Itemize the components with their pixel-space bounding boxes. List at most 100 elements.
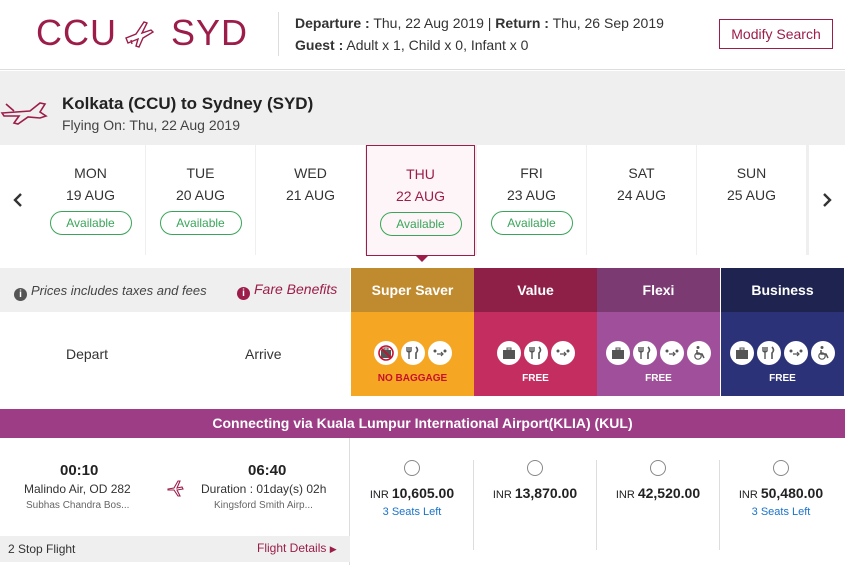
next-dates-button[interactable] (809, 145, 845, 255)
wheelchair-icon (811, 341, 835, 365)
guest-label: Guest : (295, 37, 344, 53)
fare-column-flexi: Flexi FREE (597, 268, 720, 396)
currency: INR (738, 489, 758, 501)
day-date: 20 AUG (175, 187, 226, 203)
fare-radio[interactable] (404, 460, 420, 476)
fare-price: INR 10,605.00 (358, 485, 466, 501)
return-label: Return : (495, 15, 549, 31)
fare-benefits-panel: FREE (721, 312, 844, 396)
return-value: Thu, 26 Sep 2019 (552, 15, 664, 31)
fare-radio[interactable] (773, 460, 789, 476)
day-name: FRI (520, 165, 543, 181)
fare-price: INR 42,520.00 (604, 485, 712, 501)
price-divider (596, 460, 597, 550)
fare-price: INR 13,870.00 (481, 485, 589, 501)
fare-price-option[interactable]: INR 10,605.00 3 Seats Left (358, 460, 466, 550)
fare-price-option[interactable]: INR 13,870.00 (481, 460, 589, 550)
stop-count: 2 Stop Flight (8, 542, 76, 556)
date-selector: MON 19 AUG Available TUE 20 AUG Available WED 2… (0, 145, 845, 256)
baggage-tag: FREE (522, 373, 549, 384)
seat-select-icon (427, 341, 452, 365)
fare-name: Value (474, 268, 597, 312)
selected-date-pointer (415, 255, 429, 262)
depart-time: 00:10 (60, 462, 99, 479)
seat-select-icon (784, 341, 808, 365)
meal-icon (633, 341, 657, 365)
arrive-airport: Kingsford Smith Airp... (214, 500, 313, 511)
date-separator: | (487, 15, 492, 31)
day-name: THU (406, 166, 435, 182)
fare-name: Business (721, 268, 844, 312)
baggage-icon (606, 341, 630, 365)
fare-price: INR 50,480.00 (727, 485, 835, 501)
price-amount: 50,480.00 (760, 485, 824, 501)
baggage-icon (496, 341, 521, 365)
meal-icon (400, 341, 425, 365)
currency: INR (615, 489, 635, 501)
airline-flight-no: Malindo Air, OD 282 (24, 482, 131, 496)
wheelchair-icon (687, 341, 711, 365)
fare-benefits-panel: FREE (597, 312, 720, 396)
baggage-tag: NO BAGGAGE (377, 373, 448, 384)
availability-badge: Available (159, 211, 242, 235)
arrive-time: 06:40 (248, 462, 287, 479)
availability-badge: Available (379, 212, 462, 236)
depart-column-label: Depart (66, 346, 109, 362)
fare-name: Flexi (597, 268, 720, 312)
fare-icons (721, 312, 844, 365)
baggage-tag: FREE (645, 373, 672, 384)
day-name: MON (74, 165, 107, 181)
day-date: 23 AUG (506, 187, 557, 203)
departure-label: Departure : (295, 15, 370, 31)
date-cell[interactable]: SUN 25 AUG (697, 145, 806, 255)
fare-benefits-panel: FREE (474, 312, 597, 396)
fare-radio[interactable] (650, 460, 666, 476)
stop-bar: 2 Stop Flight Flight Details ▶ (0, 536, 350, 562)
seat-select-icon (550, 341, 575, 365)
plane-icon (167, 480, 184, 497)
modify-search-button[interactable]: Modify Search (719, 19, 833, 49)
arrive-column-label: Arrive (245, 346, 282, 362)
availability-badge: Available (49, 211, 132, 235)
day-name: SAT (628, 165, 655, 181)
guest-summary: Guest : Adult x 1, Child x 0, Infant x 0 (295, 37, 528, 53)
meal-icon (757, 341, 781, 365)
price-amount: 42,520.00 (637, 485, 701, 501)
fare-name: Super Saver (351, 268, 474, 312)
guest-value: Adult x 1, Child x 0, Infant x 0 (346, 37, 529, 53)
chevron-right-icon (823, 193, 832, 207)
fare-column-super-saver: Super Saver NO BAGGAGE (351, 268, 474, 396)
date-cell[interactable]: MON 19 AUG Available (36, 145, 145, 255)
route-plane-icon (0, 102, 48, 125)
prev-dates-button[interactable] (0, 145, 36, 255)
route-title: Kolkata (CCU) to Sydney (SYD) (62, 94, 314, 113)
date-cell[interactable]: SAT 24 AUG (587, 145, 696, 255)
day-date: 22 AUG (395, 188, 446, 204)
day-date: 24 AUG (616, 187, 667, 203)
trip-dates: Departure : Thu, 22 Aug 2019 | Return : … (295, 15, 664, 31)
date-cell[interactable]: THU 22 AUG Available (366, 145, 475, 256)
fare-price-option[interactable]: INR 42,520.00 (604, 460, 712, 550)
day-name: WED (294, 165, 327, 181)
flight-details-link[interactable]: Flight Details ▶ (257, 541, 337, 555)
fare-header-area: i Prices includes taxes and fees i Fare Be… (0, 268, 845, 396)
depart-airport: Subhas Chandra Bos... (26, 500, 130, 511)
day-date: 19 AUG (65, 187, 116, 203)
currency: INR (369, 489, 389, 501)
flying-on-date: Flying On: Thu, 22 Aug 2019 (62, 117, 240, 133)
date-cell[interactable]: WED 21 AUG (256, 145, 365, 255)
date-cell[interactable]: TUE 20 AUG Available (146, 145, 255, 255)
chevron-left-icon (13, 193, 22, 207)
flight-row: 00:10 Malindo Air, OD 282 Subhas Chandra… (0, 438, 845, 565)
date-cell[interactable]: FRI 23 AUG Available (477, 145, 586, 255)
origin-code: CCU (36, 12, 117, 53)
fare-icons (474, 312, 597, 365)
fare-radio[interactable] (527, 460, 543, 476)
availability-badge: Available (490, 211, 573, 235)
fare-benefits-link[interactable]: i Fare Benefits (237, 281, 337, 300)
seats-left: 3 Seats Left (382, 506, 442, 518)
fare-price-option[interactable]: INR 50,480.00 3 Seats Left (727, 460, 835, 550)
day-name: SUN (736, 165, 767, 181)
route-strip: Kolkata (CCU) to Sydney (SYD) Flying On:… (0, 71, 845, 145)
